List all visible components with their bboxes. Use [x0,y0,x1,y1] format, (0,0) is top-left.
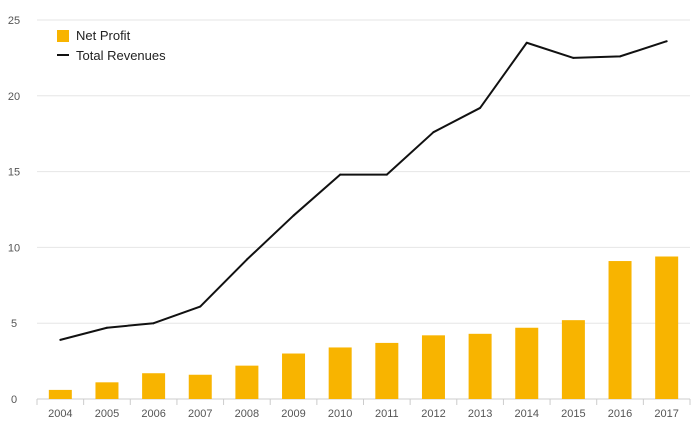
bar-net-profit [282,353,306,399]
line-point-total-revenues [572,56,575,59]
line-point-total-revenues [152,322,155,325]
x-tick-label: 2005 [95,408,119,420]
x-tick-label: 2016 [608,408,632,420]
total-revenues-line [60,40,667,341]
bar-net-profit [375,342,399,399]
line-point-total-revenues [619,55,622,58]
x-tick-label: 2012 [421,408,445,420]
bar-net-profit [468,333,492,399]
legend-label-total-revenues: Total Revenues [76,48,166,63]
y-tick-label: 20 [8,91,20,103]
bar-net-profit [515,327,539,399]
line-point-total-revenues [665,40,668,43]
y-axis: 0 5 10 15 20 25 [8,15,20,406]
y-tick-label: 10 [8,242,20,254]
line-point-total-revenues [525,41,528,44]
x-tick-label: 2004 [48,408,72,420]
bar-net-profit [235,365,259,399]
net-profit-bars [48,256,679,399]
line-point-total-revenues [292,214,295,217]
x-tick-label: 2010 [328,408,352,420]
x-tick-label: 2017 [654,408,678,420]
bar-net-profit [421,335,445,399]
legend-label-net-profit: Net Profit [76,28,131,43]
x-tick-label: 2006 [141,408,165,420]
bar-net-profit [48,389,72,399]
legend-swatch-net-profit [57,30,69,42]
bar-net-profit [608,261,632,399]
bar-net-profit [188,374,212,399]
x-tick-label: 2013 [468,408,492,420]
y-tick-label: 0 [11,394,17,406]
x-tick-label: 2011 [375,408,399,420]
x-axis: 2004 2005 2006 2007 2008 2009 2010 2011 2012 2013… [36,398,691,420]
bar-net-profit [142,373,166,399]
line-point-total-revenues [105,326,108,329]
bar-net-profit [328,347,352,399]
line-point-total-revenues [245,258,248,261]
line-point-total-revenues [479,106,482,109]
total-revenues-line-group [59,40,668,341]
bar-net-profit [95,382,119,399]
line-point-total-revenues [339,173,342,176]
bar-net-profit [561,320,585,399]
legend: Net Profit Total Revenues [57,28,166,63]
x-tick-label: 2015 [561,408,585,420]
y-tick-label: 5 [11,318,17,330]
y-tick-label: 15 [8,167,20,179]
x-tick-label: 2014 [515,408,539,420]
x-tick-label: 2009 [281,408,305,420]
line-point-total-revenues [59,338,62,341]
gridlines [37,19,690,324]
y-tick-label: 25 [8,15,20,27]
bar-net-profit [655,256,679,399]
line-point-total-revenues [199,305,202,308]
line-point-total-revenues [432,131,435,134]
line-point-total-revenues [385,173,388,176]
x-tick-label: 2008 [235,408,259,420]
x-tick-label: 2007 [188,408,212,420]
